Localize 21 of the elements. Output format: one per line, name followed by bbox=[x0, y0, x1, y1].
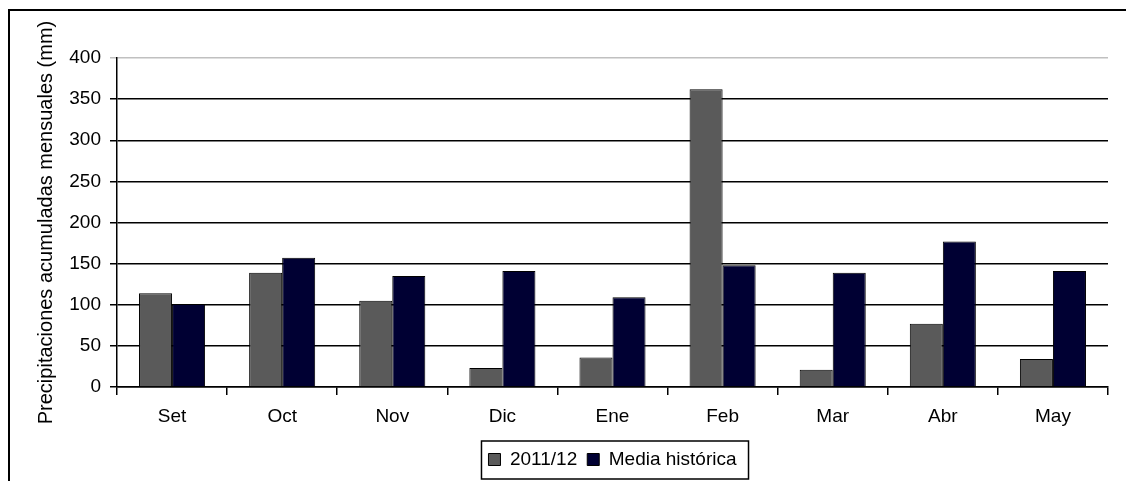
x-tick-label: May bbox=[1034, 404, 1072, 426]
legend-label: 2011/12 bbox=[509, 447, 578, 469]
y-tick-label: 250 bbox=[69, 169, 101, 191]
y-tick-label: 200 bbox=[69, 210, 101, 232]
x-tick-label: Nov bbox=[375, 404, 410, 426]
x-tick-label: Feb bbox=[706, 404, 739, 426]
x-tick-label: Oct bbox=[267, 404, 298, 426]
y-tick-label: 150 bbox=[69, 251, 101, 273]
legend-label: Media histórica bbox=[608, 447, 737, 469]
x-tick-label: Dic bbox=[488, 404, 517, 426]
x-tick-label: Ene bbox=[595, 404, 630, 426]
y-tick-label: 0 bbox=[90, 375, 101, 397]
y-tick-label: 100 bbox=[69, 292, 101, 314]
x-tick-label: Abr bbox=[928, 404, 959, 426]
y-tick-label: 50 bbox=[79, 334, 101, 356]
y-tick-label: 300 bbox=[69, 128, 101, 150]
y-tick-label: 350 bbox=[69, 87, 101, 109]
y-tick-label: 400 bbox=[69, 46, 101, 68]
y-axis-title: Precipitaciones acumuladas mensuales (mm) bbox=[33, 20, 56, 425]
x-tick-label: Mar bbox=[816, 404, 850, 426]
x-tick-label: Set bbox=[157, 404, 188, 426]
